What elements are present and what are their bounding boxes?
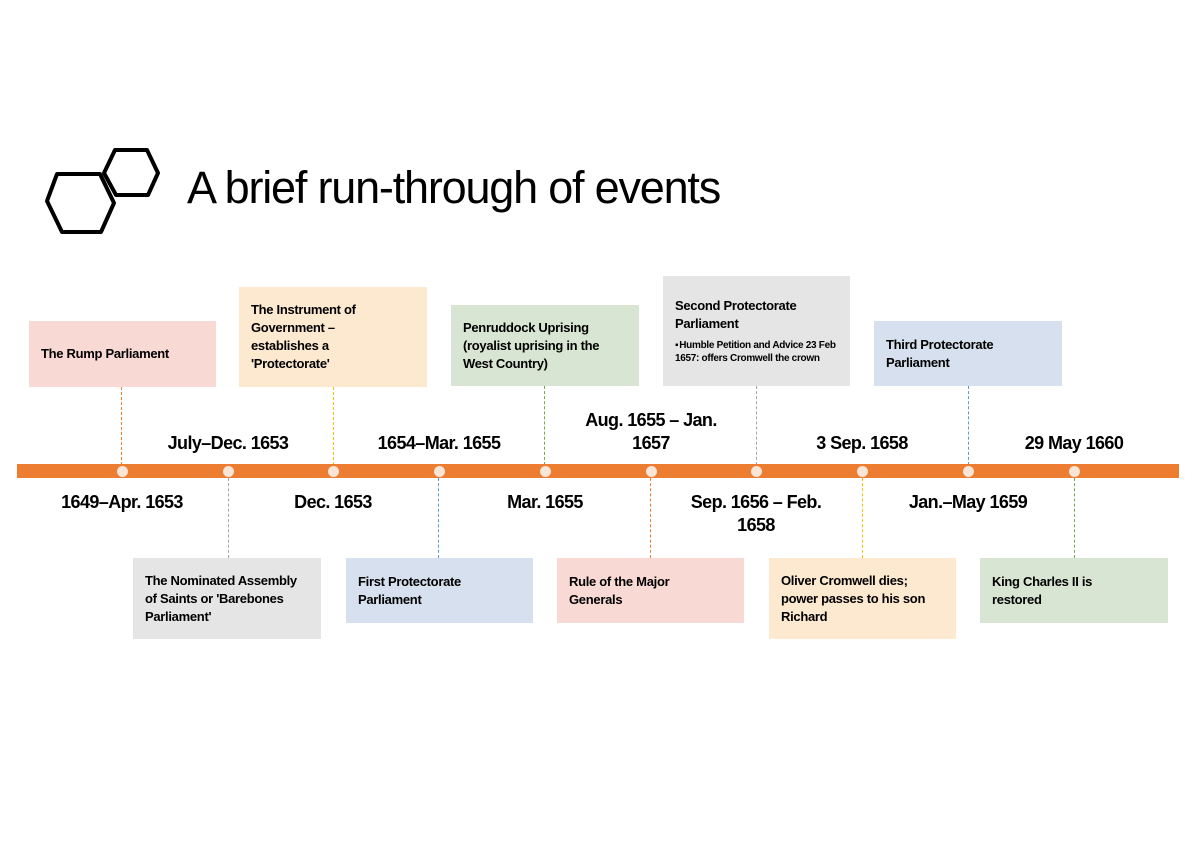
- date-label-text: Aug. 1655 – Jan. 1657: [585, 410, 717, 453]
- page-title: A brief run-through of events: [187, 162, 721, 213]
- connector-second: [756, 386, 757, 465]
- connector-instrument: [333, 387, 334, 465]
- date-label: Sep. 1656 – Feb. 1658: [671, 491, 841, 537]
- timeline-marker: [222, 466, 234, 477]
- connector-penruddock: [544, 386, 545, 465]
- event-text: Rule of the Major Generals: [569, 573, 670, 607]
- event-box-instrument-of-government: The Instrument of Government – establish…: [239, 287, 427, 387]
- event-box-cromwell-dies: Oliver Cromwell dies; power passes to hi…: [769, 558, 956, 639]
- date-label: 3 Sep. 1658: [816, 433, 908, 453]
- connector-third: [968, 386, 969, 465]
- event-sub-bullet: ▪Humble Petition and Advice 23 Feb 1657:…: [675, 339, 838, 365]
- event-text: Oliver Cromwell dies; power passes to hi…: [781, 572, 926, 624]
- event-sub-text: Humble Petition and Advice 23 Feb 1657: …: [675, 340, 836, 364]
- timeline-marker: [856, 466, 868, 477]
- date-label: July–Dec. 1653: [167, 433, 289, 453]
- bullet-icon: ▪: [675, 340, 679, 351]
- date-label-text: Sep. 1656 – Feb. 1658: [690, 492, 822, 535]
- event-text: First Protectorate Parliament: [358, 573, 461, 607]
- event-box-nominated-assembly: The Nominated Assembly of Saints or 'Bar…: [133, 558, 321, 639]
- connector-major-generals: [650, 478, 651, 558]
- connector-nominated: [228, 478, 229, 558]
- timeline-marker: [433, 466, 445, 477]
- timeline-marker: [1068, 466, 1080, 477]
- timeline-marker: [645, 466, 657, 477]
- date-label: 29 May 1660: [1024, 433, 1124, 453]
- timeline-marker: [327, 466, 339, 477]
- date-label: Aug. 1655 – Jan. 1657: [571, 409, 731, 455]
- timeline-marker: [539, 466, 551, 477]
- event-box-charles-restored: King Charles II is restored: [980, 558, 1168, 623]
- event-box-penruddock-uprising: Penruddock Uprising (royalist uprising i…: [451, 305, 639, 386]
- date-label: 1654–Mar. 1655: [377, 433, 501, 453]
- event-text: King Charles II is restored: [992, 573, 1093, 607]
- event-box-first-protectorate-parliament: First Protectorate Parliament: [346, 558, 533, 623]
- date-label: 1649–Apr. 1653: [61, 492, 183, 512]
- connector-cromwell: [862, 478, 863, 558]
- event-text: Third Protectorate Parliament: [886, 336, 994, 370]
- timeline-marker: [962, 466, 974, 477]
- event-text: Penruddock Uprising (royalist uprising i…: [463, 319, 600, 371]
- event-box-second-protectorate-parliament: Second Protectorate Parliament ▪Humble P…: [663, 276, 850, 386]
- timeline-marker: [750, 466, 762, 477]
- date-label: Mar. 1655: [507, 492, 583, 512]
- date-label: Jan.–May 1659: [908, 492, 1028, 512]
- event-text: The Nominated Assembly of Saints or 'Bar…: [145, 572, 297, 624]
- event-box-major-generals: Rule of the Major Generals: [557, 558, 744, 623]
- connector-first: [438, 478, 439, 558]
- event-text: The Rump Parliament: [41, 346, 169, 361]
- event-text: Second Protectorate Parliament: [675, 298, 797, 331]
- connector-charles: [1074, 478, 1075, 558]
- date-label: Dec. 1653: [294, 492, 372, 512]
- event-box-rump-parliament: The Rump Parliament: [29, 321, 216, 387]
- connector-rump: [121, 387, 122, 465]
- event-text: The Instrument of Government – establish…: [251, 302, 356, 371]
- event-box-third-protectorate-parliament: Third Protectorate Parliament: [874, 321, 1062, 386]
- hexagons-icon: [45, 148, 160, 234]
- timeline-bar: [17, 464, 1179, 478]
- timeline-marker: [116, 466, 128, 477]
